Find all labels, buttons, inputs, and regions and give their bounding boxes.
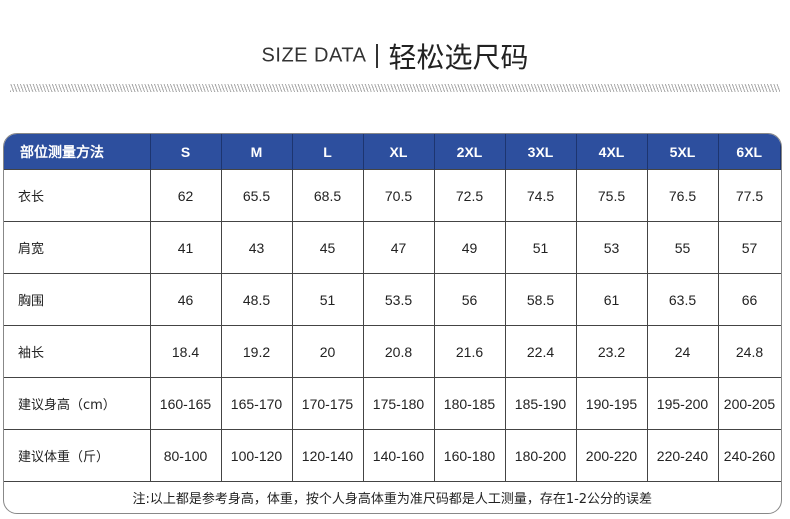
table-cell: 68.5 (291, 169, 364, 222)
size-table: 部位测量方法 S M L XL 2XL 3XL 4XL 5XL 6XL 衣长 62 65.5 68.5 7… (3, 133, 782, 514)
table-cell: 49 (433, 221, 506, 274)
table-cell: 56 (433, 273, 506, 326)
table-cell: 190-195 (575, 377, 648, 430)
table-cell: 47 (362, 221, 435, 274)
table-cell: 75.5 (575, 169, 648, 222)
size-header: 2XL (434, 134, 506, 170)
table-cell: 48.5 (220, 273, 293, 326)
table-cell: 200-205 (717, 377, 781, 430)
table-cell: 160-180 (433, 429, 506, 482)
table-cell: 100-120 (220, 429, 293, 482)
table-cell: 55 (646, 221, 719, 274)
table-cell: 57 (717, 221, 781, 274)
table-cell: 72.5 (433, 169, 506, 222)
table-cell: 51 (291, 273, 364, 326)
table-cell: 43 (220, 221, 293, 274)
table-row: 胸围 46 48.5 51 53.5 56 58.5 61 63.5 66 (4, 273, 781, 326)
size-header: 3XL (505, 134, 577, 170)
size-header: S (150, 134, 222, 170)
size-header: L (292, 134, 364, 170)
table-cell: 62 (149, 169, 222, 222)
table-row: 衣长 62 65.5 68.5 70.5 72.5 74.5 75.5 76.5 77.5 (4, 169, 781, 222)
table-cell: 24 (646, 325, 719, 378)
table-cell: 70.5 (362, 169, 435, 222)
method-header: 部位测量方法 (4, 134, 151, 170)
title-chinese: 轻松选尺码 (388, 41, 529, 74)
table-cell: 120-140 (291, 429, 364, 482)
table-cell: 240-260 (717, 429, 781, 482)
table-cell: 63.5 (646, 273, 719, 326)
table-header-row: 部位测量方法 S M L XL 2XL 3XL 4XL 5XL 6XL (4, 134, 781, 170)
table-cell: 22.4 (504, 325, 577, 378)
row-label: 袖长 (4, 325, 151, 378)
page-title: SIZE DATA 轻松选尺码 (0, 36, 790, 76)
size-header: 6XL (718, 134, 781, 170)
hatch-divider (10, 84, 780, 92)
table-cell: 46 (149, 273, 222, 326)
row-label: 建议体重（斤） (4, 429, 151, 482)
table-row: 肩宽 41 43 45 47 49 51 53 55 57 (4, 221, 781, 274)
table-cell: 160-165 (149, 377, 222, 430)
table-cell: 74.5 (504, 169, 577, 222)
table-cell: 77.5 (717, 169, 781, 222)
table-cell: 180-200 (504, 429, 577, 482)
table-cell: 65.5 (220, 169, 293, 222)
row-label: 衣长 (4, 169, 151, 222)
table-cell: 61 (575, 273, 648, 326)
table-row: 袖长 18.4 19.2 20 20.8 21.6 22.4 23.2 24 24.8 (4, 325, 781, 378)
table-cell: 21.6 (433, 325, 506, 378)
table-cell: 41 (149, 221, 222, 274)
size-header: 5XL (647, 134, 719, 170)
table-cell: 66 (717, 273, 781, 326)
size-header: XL (363, 134, 435, 170)
table-cell: 180-185 (433, 377, 506, 430)
table-cell: 58.5 (504, 273, 577, 326)
table-note: 注:以上都是参考身高，体重，按个人身高体重为准尺码都是人工测量，存在1-2公分的… (4, 481, 781, 513)
table-cell: 19.2 (220, 325, 293, 378)
row-label: 胸围 (4, 273, 151, 326)
size-header: 4XL (576, 134, 648, 170)
table-cell: 195-200 (646, 377, 719, 430)
table-cell: 76.5 (646, 169, 719, 222)
table-row: 建议体重（斤） 80-100 100-120 120-140 140-160 160-18… (4, 429, 781, 482)
title-english: SIZE DATA (261, 44, 367, 67)
table-cell: 165-170 (220, 377, 293, 430)
table-cell: 20.8 (362, 325, 435, 378)
size-header: M (221, 134, 293, 170)
table-cell: 51 (504, 221, 577, 274)
table-cell: 18.4 (149, 325, 222, 378)
table-cell: 175-180 (362, 377, 435, 430)
row-label: 建议身高（cm） (4, 377, 151, 430)
title-divider (376, 44, 379, 68)
table-row: 建议身高（cm） 160-165 165-170 170-175 175-180 180-… (4, 377, 781, 430)
table-cell: 140-160 (362, 429, 435, 482)
table-cell: 53 (575, 221, 648, 274)
row-label: 肩宽 (4, 221, 151, 274)
table-cell: 23.2 (575, 325, 648, 378)
table-cell: 80-100 (149, 429, 222, 482)
table-cell: 170-175 (291, 377, 364, 430)
table-cell: 45 (291, 221, 364, 274)
table-cell: 20 (291, 325, 364, 378)
table-cell: 200-220 (575, 429, 648, 482)
table-cell: 220-240 (646, 429, 719, 482)
table-cell: 185-190 (504, 377, 577, 430)
table-cell: 24.8 (717, 325, 781, 378)
table-cell: 53.5 (362, 273, 435, 326)
